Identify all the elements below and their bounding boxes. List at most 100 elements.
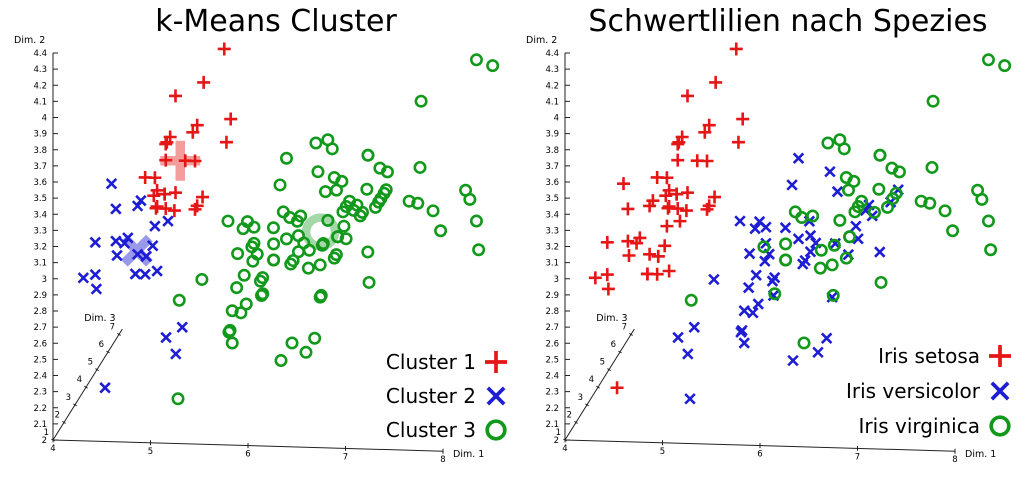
data-point <box>118 237 131 249</box>
data-point <box>684 393 696 405</box>
data-point <box>105 177 118 190</box>
dim2-tick-label: 3.4 <box>545 210 559 220</box>
data-point <box>874 275 888 289</box>
dim1-tick-label: 8 <box>952 455 957 465</box>
legend-label-versicolor: Iris versicolor <box>845 378 980 403</box>
data-point <box>89 268 102 281</box>
data-point <box>600 268 614 282</box>
dim2-tick-label: 2.4 <box>545 372 559 382</box>
data-point <box>413 160 427 174</box>
data-point <box>279 151 293 165</box>
dim2-tick-label: 2.8 <box>33 307 47 317</box>
data-point <box>799 254 811 267</box>
data-point <box>662 183 676 197</box>
data-point <box>274 354 288 368</box>
data-point <box>670 187 684 201</box>
data-point <box>224 112 238 126</box>
dim2-tick-label: 2.6 <box>33 339 47 349</box>
data-point <box>159 202 173 216</box>
dim3-tick-label: 4 <box>589 375 594 385</box>
data-point <box>266 221 280 235</box>
dim2-tick-label: 2.7 <box>545 323 559 333</box>
dim3-tick-label: 7 <box>622 322 627 332</box>
data-point <box>110 203 122 215</box>
plot-species: Schwertlilien nach Spezies 2 2.1 2.2 2.3 2.4… <box>512 0 1024 479</box>
data-point <box>734 215 746 227</box>
data-point <box>786 179 798 191</box>
data-point <box>360 182 374 196</box>
data-point <box>285 336 299 350</box>
dim2-tick-label: 3.9 <box>33 130 47 140</box>
data-point <box>702 118 716 132</box>
dim3-tick <box>563 438 567 442</box>
data-point <box>90 283 103 295</box>
data-point <box>825 258 839 272</box>
data-point <box>760 221 772 233</box>
dim3-tick <box>574 420 578 424</box>
dim2-tick-label: 2 <box>554 436 559 446</box>
data-point <box>329 183 343 197</box>
dim2-tick-label: 2.6 <box>545 339 559 349</box>
dim3-tick <box>596 385 600 389</box>
data-point <box>77 272 90 284</box>
dim3-tick-label: 6 <box>611 340 616 350</box>
plot-kmeans: k-Means Cluster 2 2.1 2.2 2.3 2.4 2.5 2.6 2.7 2.… <box>14 4 510 465</box>
data-point <box>197 75 211 89</box>
data-point <box>318 185 332 199</box>
legend-label-cluster1: Cluster 1 <box>385 350 476 374</box>
data-point <box>327 171 341 185</box>
data-point <box>411 196 425 210</box>
data-point <box>434 224 448 238</box>
cross-legend-glyph <box>990 381 1010 400</box>
data-point <box>302 243 316 257</box>
data-point <box>245 240 259 254</box>
data-point <box>797 336 811 350</box>
dim3-tick <box>607 368 611 372</box>
legend-label-cluster3: Cluster 3 <box>385 418 476 442</box>
dim2-tick-label: 2 <box>42 436 47 446</box>
dim2-tick-label: 3.2 <box>33 243 47 253</box>
data-point <box>984 243 998 257</box>
dim3-tick-label: 3 <box>578 393 583 403</box>
dim2-axis-label: Dim. 2 <box>526 35 557 46</box>
data-point <box>160 331 172 344</box>
data-point <box>472 243 486 257</box>
dim2-tick-label: 3.1 <box>33 259 47 269</box>
data-point <box>188 202 202 216</box>
circle-marker-icon <box>989 414 1011 437</box>
data-point <box>331 230 345 244</box>
kmeans-legend: Cluster 1 Cluster 2 Cluster 3 <box>378 345 510 447</box>
dim3-tick <box>629 332 633 336</box>
data-point <box>588 271 602 285</box>
data-point <box>821 136 835 150</box>
data-point <box>162 215 174 227</box>
data-point <box>225 304 239 318</box>
data-point <box>336 205 350 219</box>
data-point <box>684 293 698 307</box>
data-point <box>217 42 231 56</box>
data-point <box>149 220 161 232</box>
data-point <box>171 392 185 406</box>
data-point <box>827 238 841 252</box>
dim2-tick-label: 3.7 <box>545 162 559 172</box>
cross-marker-icon <box>990 381 1010 400</box>
data-point <box>839 251 853 265</box>
cluster-centroid <box>120 234 153 267</box>
dim2-tick-label: 3.7 <box>33 162 47 172</box>
dim1-tick-label: 7 <box>855 452 860 462</box>
data-point <box>267 237 281 251</box>
dim2-tick-label: 3.2 <box>545 243 559 253</box>
dim2-tick-label: 2.2 <box>545 404 559 414</box>
data-point <box>708 190 722 204</box>
dim3-axis <box>564 328 635 441</box>
data-point <box>286 254 300 268</box>
data-point <box>327 251 341 265</box>
data-point <box>673 214 687 228</box>
data-point <box>138 170 152 184</box>
data-point <box>246 254 260 268</box>
data-point <box>610 381 624 395</box>
data-point <box>196 190 210 204</box>
data-point <box>237 268 251 282</box>
data-point <box>299 345 313 359</box>
